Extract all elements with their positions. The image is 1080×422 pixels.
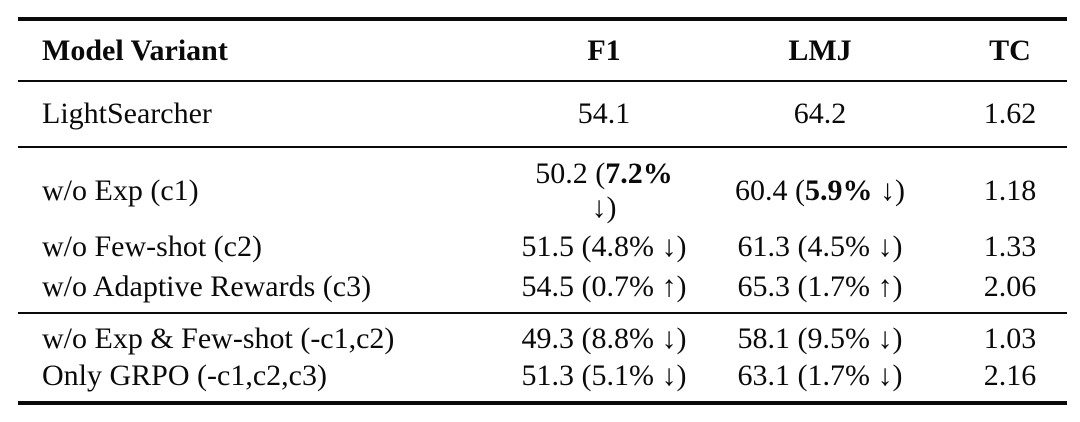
- f1-cell: 54.5 (0.7% ↑): [521, 270, 687, 303]
- lmj-cell: 64.2: [793, 97, 847, 130]
- pct-change: 1.7%: [807, 270, 871, 303]
- f1-cell: 50.2 (7.2% ↓): [535, 157, 673, 224]
- table-row: w/o Exp & Few-shot (-c1,c2) 49.3 (8.8% ↓)…: [18, 313, 1067, 358]
- ablation-table: Model Variant F1 LMJ TC LightSearcher 54.…: [18, 17, 1067, 405]
- pct-change: 7.2%: [605, 157, 673, 190]
- table-row: w/o Exp (c1) 50.2 (7.2% ↓) 60.4 (5.9% ↓) 1.…: [18, 147, 1067, 225]
- variant-cell: Only GRPO (-c1,c2,c3): [42, 359, 327, 392]
- pct-change: 9.5%: [807, 321, 871, 355]
- pct-change: 5.9%: [805, 174, 873, 207]
- ablation-table-container: Model Variant F1 LMJ TC LightSearcher 54.…: [18, 17, 1067, 405]
- group-baseline: LightSearcher 54.1 64.2 1.62: [18, 81, 1067, 147]
- f1-cell: 54.1: [577, 97, 631, 130]
- variant-cell: w/o Adaptive Rewards (c3): [42, 270, 372, 303]
- pct-change: 5.1%: [591, 359, 655, 392]
- tc-cell: 2.16: [983, 359, 1037, 392]
- table-row: w/o Few-shot (c2) 51.5 (4.8% ↓) 61.3 (4.5%…: [18, 225, 1067, 269]
- tc-cell: 1.18: [983, 174, 1037, 207]
- pct-change: 1.7%: [807, 359, 871, 392]
- header-row: Model Variant F1 LMJ TC: [18, 19, 1067, 81]
- header-model-variant: Model Variant: [42, 33, 228, 67]
- pct-change: 4.5%: [807, 230, 871, 263]
- tc-cell: 1.33: [983, 230, 1037, 263]
- variant-cell: w/o Few-shot (c2): [42, 230, 262, 263]
- variant-cell: LightSearcher: [42, 97, 212, 130]
- variant-cell: w/o Exp (c1): [42, 174, 199, 207]
- lmj-cell: 65.3 (1.7% ↑): [737, 270, 903, 303]
- f1-cell: 49.3 (8.8% ↓): [521, 321, 687, 355]
- table-row: Only GRPO (-c1,c2,c3) 51.3 (5.1% ↓) 63.1 (…: [18, 358, 1067, 403]
- f1-cell: 51.3 (5.1% ↓): [521, 359, 687, 392]
- pct-change: 8.8%: [591, 321, 655, 355]
- table-row: LightSearcher 54.1 64.2 1.62: [18, 81, 1067, 147]
- tc-cell: 1.62: [983, 97, 1037, 130]
- variant-cell: w/o Exp & Few-shot (-c1,c2): [42, 321, 395, 355]
- table-row: w/o Adaptive Rewards (c3) 54.5 (0.7% ↑) 65…: [18, 269, 1067, 313]
- group-single-ablations: w/o Exp (c1) 50.2 (7.2% ↓) 60.4 (5.9% ↓) 1.…: [18, 147, 1067, 313]
- f1-cell: 51.5 (4.8% ↓): [521, 230, 687, 263]
- header-f1: F1: [587, 33, 621, 67]
- tc-cell: 1.03: [983, 321, 1037, 355]
- lmj-cell: 63.1 (1.7% ↓): [737, 359, 903, 392]
- pct-change: 0.7%: [591, 270, 655, 303]
- lmj-cell: 61.3 (4.5% ↓): [737, 230, 903, 263]
- header-lmj: LMJ: [788, 33, 852, 67]
- group-combined-ablations: w/o Exp & Few-shot (-c1,c2) 49.3 (8.8% ↓)…: [18, 313, 1067, 403]
- header-tc: TC: [989, 33, 1031, 67]
- lmj-cell: 60.4 (5.9% ↓): [735, 174, 905, 207]
- table-header: Model Variant F1 LMJ TC: [18, 19, 1067, 81]
- lmj-cell: 58.1 (9.5% ↓): [737, 321, 903, 355]
- pct-change: 4.8%: [591, 230, 655, 263]
- tc-cell: 2.06: [983, 270, 1037, 303]
